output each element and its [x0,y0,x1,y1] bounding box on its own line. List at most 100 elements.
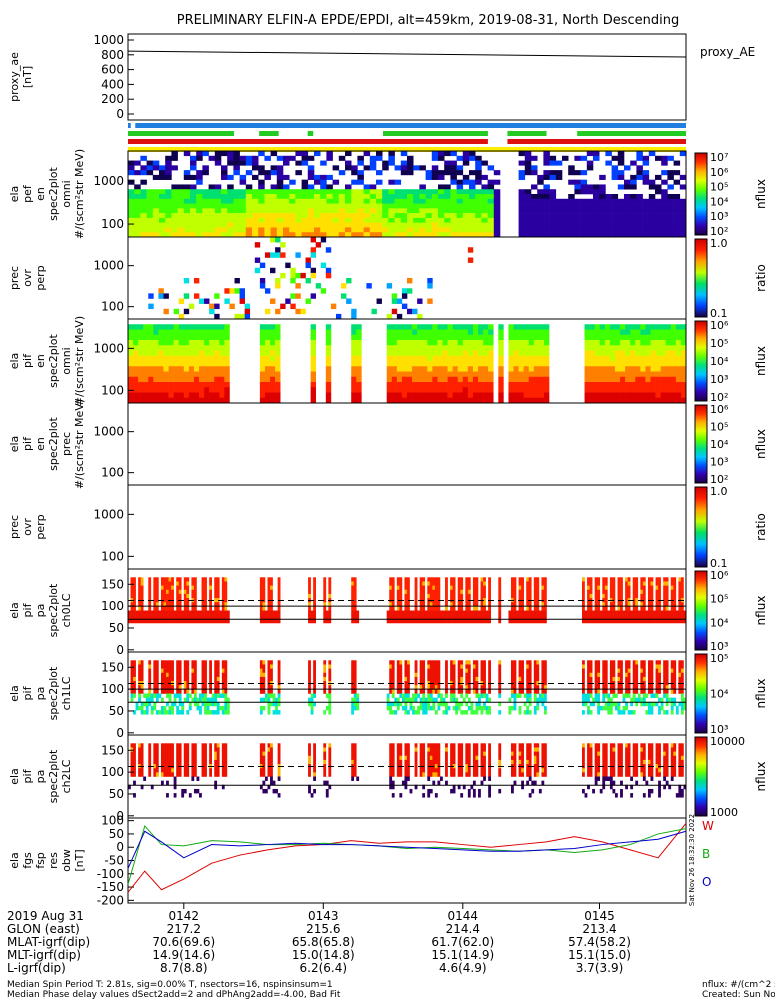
ion-omni-cell [351,366,356,372]
pa-ch1-cell [544,710,547,714]
ion-omni-cell [326,366,331,372]
pa-ch0-cell [270,586,273,590]
elec-omni-cell [295,170,302,175]
elec-omni-cell [450,165,457,170]
pa-ch1-cell [612,689,615,693]
ion-omni-cell [427,382,432,388]
elec-omni-cell [407,194,414,199]
elec-omni-cell [550,161,557,166]
elec-omni-cb-tick: 10⁷ [710,151,728,164]
elec-omni-cell [357,175,364,180]
elec-omni-cell [643,218,650,223]
pa-ch1-cell [166,677,169,681]
pa-ch1-cell [204,660,207,664]
elec-omni-cell [655,227,662,232]
pa-ch0-cell [529,577,532,581]
pa-ch1-cell [217,664,220,668]
elec-omni-cell [419,165,426,170]
ion-omni-cell [432,387,437,393]
ion-omni-cell [265,387,270,393]
pa-ch1-cell [153,669,156,673]
elec-omni-cell [407,170,414,175]
ion-omni-cell [524,398,529,404]
pa-ch0-cell [597,581,600,585]
ion-omni-cell [204,351,209,357]
ion-omni-cell [620,335,625,341]
pa-ch0-cell [402,615,405,619]
pa-ch1-cell [610,677,613,681]
pa-ch0-cell [191,581,194,585]
pa-ch1-cell [435,681,438,685]
elec-omni-cell [215,194,222,199]
pa-ch1-cell [262,677,265,681]
ion-omni-cell [260,330,265,336]
ion-omni-cell [666,356,671,362]
pa-ch1-cell [610,706,613,710]
ion-omni-cell [534,398,539,404]
elec-omni-cell [624,218,631,223]
ion-omni-cell [164,393,169,399]
ion-omni-cell [437,324,442,330]
pa-ch1-cell [445,660,448,664]
pa-ch1-cell [166,660,169,664]
ion-omni-cell [483,382,488,388]
ion-omni-cell [260,387,265,393]
pa-ch0-cell [313,586,316,590]
pa-ch1-cell [585,694,588,698]
elec-omni-cell [320,208,327,213]
pa-ch0-cell [169,590,172,594]
elec-omni-cell [233,213,240,218]
ion-omni-cell [412,393,417,399]
elec-omni-cell [171,208,178,213]
pa-ch1-cell [202,664,205,668]
pa-ch0-cell [640,594,643,598]
ion-omni-cell [463,335,468,341]
ion-omni-cell [463,324,468,330]
pa-ch0-cell [412,611,415,615]
ion-omni-cell [148,366,153,372]
pa-ch0-cell [435,581,438,585]
ion-omni-cell [529,356,534,362]
pa-ch0-cell [521,606,524,610]
pa-ch1-cell [615,694,618,698]
elec-ratio-cell [290,278,295,283]
pa-ch0-cell [156,590,159,594]
elec-omni-cell [469,170,476,175]
pa-ch1-cell [432,677,435,681]
ion-omni-cell [585,324,590,330]
pa-ch0-cell [415,581,418,585]
elec-omni-cell [525,170,532,175]
pa-ch0-cell [648,586,651,590]
elec-omni-cell [388,151,395,156]
ion-omni-cell [478,398,483,404]
elec-omni-cell [246,218,253,223]
pa-ch1-cell [328,698,331,702]
pa-ch1-cell [511,664,514,668]
pa-ch1-cell [422,677,425,681]
pa-ch0-cell [156,594,159,598]
elec-omni-cell [308,199,315,204]
pa-ch0-cell [587,594,590,598]
pa-ch1-cell [440,698,443,702]
pa-ch1-cell [404,681,407,685]
ion-omni-cell [640,324,645,330]
elec-omni-cell [525,213,532,218]
pa-ch0-cell [133,590,136,594]
elec-omni-cell [196,170,203,175]
ion-omni-cell [468,324,473,330]
pa-ch1-cell [460,664,463,668]
pa-ch1-cell [161,673,164,677]
pa-ch0-cell [521,581,524,585]
ion-omni-cell [666,324,671,330]
elec-omni-cell [667,175,674,180]
ion-omni-cell [539,356,544,362]
elec-omni-cell [314,180,321,185]
pa-ch1-cell [351,706,354,710]
pa-ch0-cell [351,586,354,590]
elec-omni-cell [258,194,265,199]
elec-omni-cell [612,218,619,223]
pa-ch0-cell [153,606,156,610]
ion-omni-cell [270,356,275,362]
pa-ch1-cell [536,664,539,668]
elec-omni-cell [376,189,383,194]
